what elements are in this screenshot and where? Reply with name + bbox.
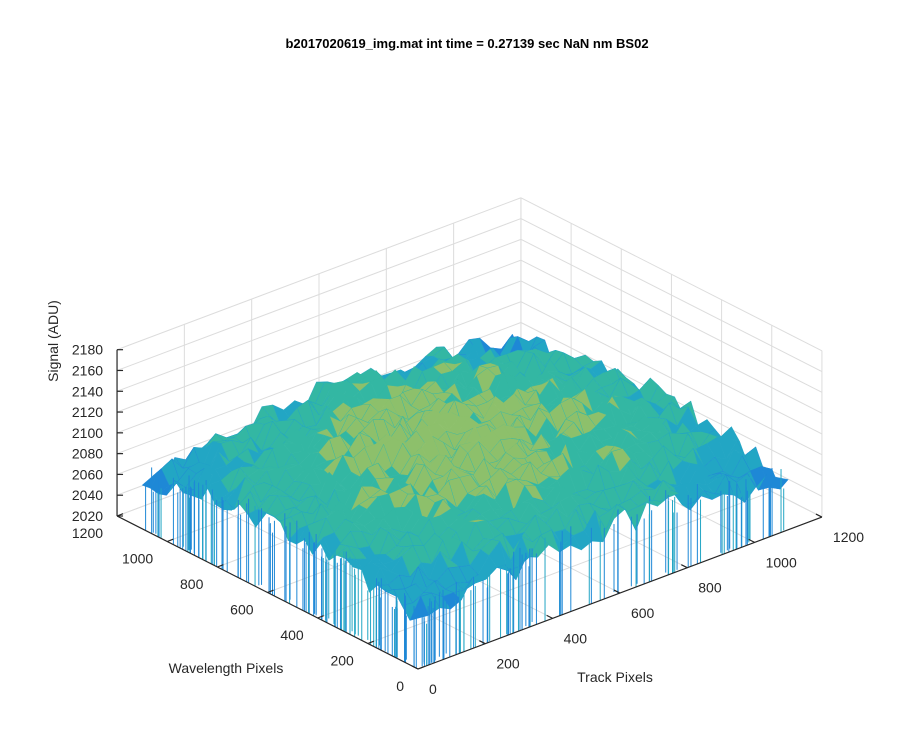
- grid-line: [520, 238, 823, 393]
- grid-line: [520, 259, 823, 414]
- grid-line: [520, 280, 823, 435]
- y-tick-label: 1200: [72, 525, 103, 541]
- x-tick-label: 800: [698, 580, 722, 596]
- z-axis-label: Signal (ADU): [45, 300, 61, 382]
- y-tick-label: 400: [280, 627, 304, 643]
- z-tick-label: 2100: [72, 425, 103, 441]
- z-tick-label: 2080: [72, 446, 103, 462]
- z-tick-label: 2040: [72, 487, 103, 503]
- y-tick-mark: [367, 640, 375, 645]
- chart-title: b2017020619_img.mat int time = 0.27139 s…: [285, 36, 648, 51]
- y-tick-label: 600: [230, 602, 254, 618]
- grid-line: [116, 301, 522, 455]
- x-tick-label: 0: [429, 681, 437, 697]
- z-tick-label: 2060: [72, 466, 103, 482]
- grid-line: [116, 197, 522, 351]
- z-tick-label: 2120: [72, 404, 103, 420]
- y-tick-mark: [166, 538, 174, 543]
- x-tick-mark: [546, 614, 553, 619]
- y-tick-label: 1000: [122, 551, 153, 567]
- x-tick-mark: [411, 665, 419, 670]
- x-tick-label: 600: [631, 605, 655, 621]
- y-tick-mark: [417, 666, 425, 670]
- x-tick-mark: [681, 564, 688, 569]
- grid-line: [520, 197, 823, 352]
- surface: [141, 333, 789, 669]
- y-tick-mark: [116, 513, 124, 517]
- y-tick-mark: [217, 564, 224, 568]
- grid-line: [116, 280, 522, 434]
- y-tick-mark: [267, 589, 274, 594]
- grid-line: [520, 301, 823, 456]
- z-tick-label: 2160: [72, 362, 103, 378]
- x-tick-label: 400: [564, 630, 588, 646]
- y-tick-mark: [317, 615, 324, 619]
- x-tick-label: 200: [496, 656, 520, 672]
- y-tick-label: 200: [330, 653, 354, 669]
- x-axis-label: Track Pixels: [577, 669, 653, 685]
- y-tick-labels: 0 200 400 600 800 1000 1200: [72, 513, 425, 694]
- x-tick-label: 1000: [766, 554, 797, 570]
- y-tick-label: 800: [180, 576, 204, 592]
- x-tick-mark: [613, 589, 621, 594]
- grid-line: [116, 218, 522, 371]
- grid-line: [116, 259, 522, 413]
- z-tick-label: 2140: [72, 383, 103, 399]
- x-tick-mark: [748, 538, 755, 543]
- x-tick-labels: 0 200 400 600 800 1000 1200: [411, 513, 864, 697]
- x-tick-mark: [815, 513, 823, 518]
- grid-line: [116, 238, 522, 392]
- x-tick-label: 1200: [833, 529, 864, 545]
- z-tick-label: 2180: [72, 342, 103, 358]
- x-tick-mark: [479, 640, 486, 645]
- z-tick-labels: 2020 2040 2060 2080 2100 2120 2140 2160 2180: [72, 342, 124, 524]
- y-tick-label: 0: [396, 678, 404, 694]
- grid-line: [520, 218, 823, 373]
- y-axis-label: Wavelength Pixels: [169, 660, 284, 676]
- z-tick-label: 2020: [72, 508, 103, 524]
